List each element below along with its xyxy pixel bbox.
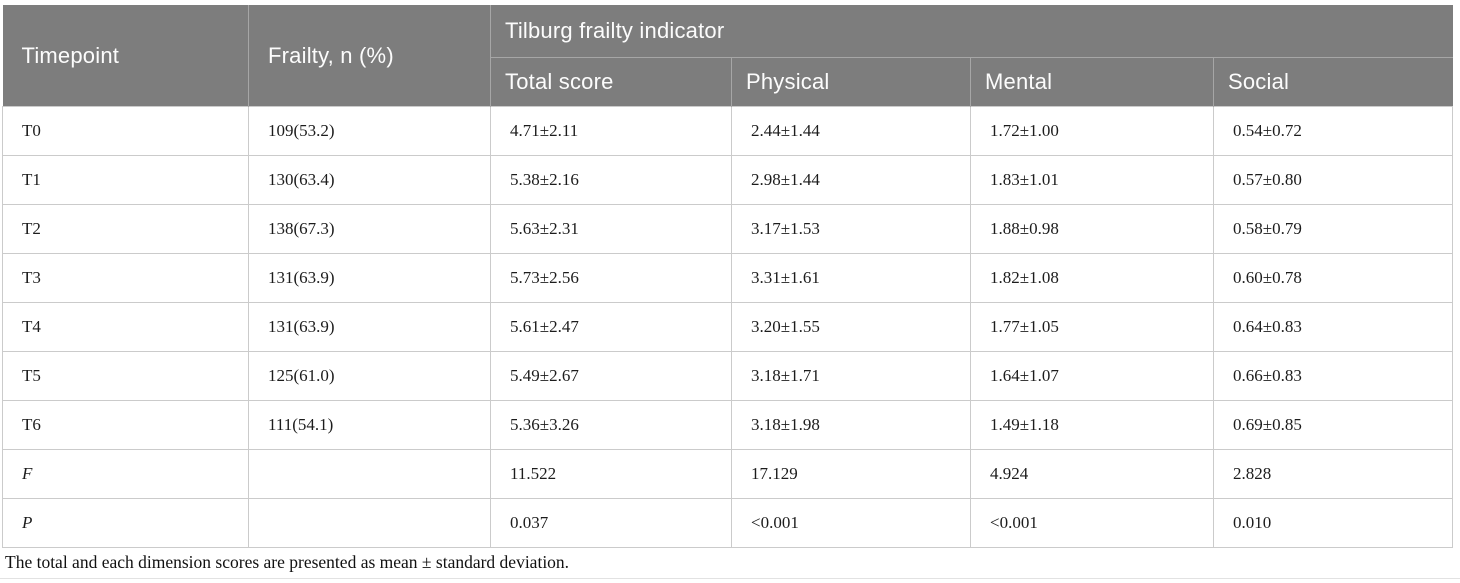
table-body: T0 109(53.2) 4.71±2.11 2.44±1.44 1.72±1.…	[2, 106, 1453, 548]
cell-frailty-n: 130(63.4)	[248, 155, 491, 205]
cell-timepoint: T0	[2, 106, 249, 156]
cell-p-label: P	[2, 498, 249, 548]
cell-physical: 2.98±1.44	[731, 155, 971, 205]
cell-total-score: 11.522	[490, 449, 732, 499]
cell-timepoint: T6	[2, 400, 249, 450]
cell-social: 0.54±0.72	[1213, 106, 1453, 156]
cell-frailty-n: 131(63.9)	[248, 253, 491, 303]
header-timepoint: Timepoint	[2, 5, 249, 107]
cell-total-score: 5.36±3.26	[490, 400, 732, 450]
cell-social: 0.69±0.85	[1213, 400, 1453, 450]
cell-timepoint: T5	[2, 351, 249, 401]
cell-social: 0.66±0.83	[1213, 351, 1453, 401]
table-row-t6: T6 111(54.1) 5.36±3.26 3.18±1.98 1.49±1.…	[2, 400, 1453, 450]
bottom-divider	[0, 578, 1460, 579]
cell-social: 0.010	[1213, 498, 1453, 548]
table-header: Timepoint Frailty, n (%) Tilburg frailty…	[2, 5, 1453, 107]
cell-mental: 1.83±1.01	[970, 155, 1214, 205]
cell-total-score: 4.71±2.11	[490, 106, 732, 156]
cell-frailty-n: 131(63.9)	[248, 302, 491, 352]
cell-frailty-n: 125(61.0)	[248, 351, 491, 401]
cell-physical: 3.17±1.53	[731, 204, 971, 254]
header-social: Social	[1213, 57, 1453, 107]
cell-total-score: 5.63±2.31	[490, 204, 732, 254]
table-row-t2: T2 138(67.3) 5.63±2.31 3.17±1.53 1.88±0.…	[2, 204, 1453, 254]
header-physical: Physical	[731, 57, 971, 107]
table-row-t5: T5 125(61.0) 5.49±2.67 3.18±1.71 1.64±1.…	[2, 351, 1453, 401]
header-row-sub: Total score Physical Mental Social	[3, 57, 1453, 107]
header-total-score: Total score	[490, 57, 732, 107]
table-row-t1: T1 130(63.4) 5.38±2.16 2.98±1.44 1.83±1.…	[2, 155, 1453, 205]
cell-mental: 1.77±1.05	[970, 302, 1214, 352]
tilburg-frailty-table: Timepoint Frailty, n (%) Tilburg frailty…	[2, 5, 1453, 548]
cell-mental: 1.88±0.98	[970, 204, 1214, 254]
cell-frailty-n: 138(67.3)	[248, 204, 491, 254]
cell-physical: 2.44±1.44	[731, 106, 971, 156]
table-row-f-statistic: F 11.522 17.129 4.924 2.828	[2, 449, 1453, 499]
cell-mental: 1.49±1.18	[970, 400, 1214, 450]
cell-mental: 1.64±1.07	[970, 351, 1214, 401]
cell-social: 0.58±0.79	[1213, 204, 1453, 254]
header-group-tilburg-frailty-indicator: Tilburg frailty indicator	[490, 5, 1453, 58]
cell-total-score: 5.73±2.56	[490, 253, 732, 303]
cell-social: 0.57±0.80	[1213, 155, 1453, 205]
cell-physical: 3.31±1.61	[731, 253, 971, 303]
cell-f-label: F	[2, 449, 249, 499]
cell-frailty-n	[248, 449, 491, 499]
table-footnote: The total and each dimension scores are …	[5, 552, 570, 572]
header-frailty-n-pct: Frailty, n (%)	[248, 5, 491, 107]
cell-social: 0.60±0.78	[1213, 253, 1453, 303]
cell-frailty-n: 109(53.2)	[248, 106, 491, 156]
cell-timepoint: T2	[2, 204, 249, 254]
header-mental: Mental	[970, 57, 1214, 107]
cell-physical: <0.001	[731, 498, 971, 548]
table-row-t0: T0 109(53.2) 4.71±2.11 2.44±1.44 1.72±1.…	[2, 106, 1453, 156]
header-row-group: Timepoint Frailty, n (%) Tilburg frailty…	[2, 5, 1453, 107]
cell-total-score: 5.49±2.67	[490, 351, 732, 401]
cell-social: 2.828	[1213, 449, 1453, 499]
frailty-table: Timepoint Frailty, n (%) Tilburg frailty…	[2, 5, 1453, 548]
cell-total-score: 5.61±2.47	[490, 302, 732, 352]
table-row-p-value: P 0.037 <0.001 <0.001 0.010	[2, 498, 1453, 548]
cell-mental: 4.924	[970, 449, 1214, 499]
table-row-t4: T4 131(63.9) 5.61±2.47 3.20±1.55 1.77±1.…	[2, 302, 1453, 352]
cell-total-score: 5.38±2.16	[490, 155, 732, 205]
cell-physical: 17.129	[731, 449, 971, 499]
cell-physical: 3.20±1.55	[731, 302, 971, 352]
cell-mental: 1.72±1.00	[970, 106, 1214, 156]
table-row-t3: T3 131(63.9) 5.73±2.56 3.31±1.61 1.82±1.…	[2, 253, 1453, 303]
cell-total-score: 0.037	[490, 498, 732, 548]
cell-physical: 3.18±1.98	[731, 400, 971, 450]
cell-social: 0.64±0.83	[1213, 302, 1453, 352]
cell-timepoint: T1	[2, 155, 249, 205]
cell-frailty-n	[248, 498, 491, 548]
cell-mental: <0.001	[970, 498, 1214, 548]
cell-timepoint: T3	[2, 253, 249, 303]
cell-frailty-n: 111(54.1)	[248, 400, 491, 450]
cell-timepoint: T4	[2, 302, 249, 352]
cell-mental: 1.82±1.08	[970, 253, 1214, 303]
cell-physical: 3.18±1.71	[731, 351, 971, 401]
